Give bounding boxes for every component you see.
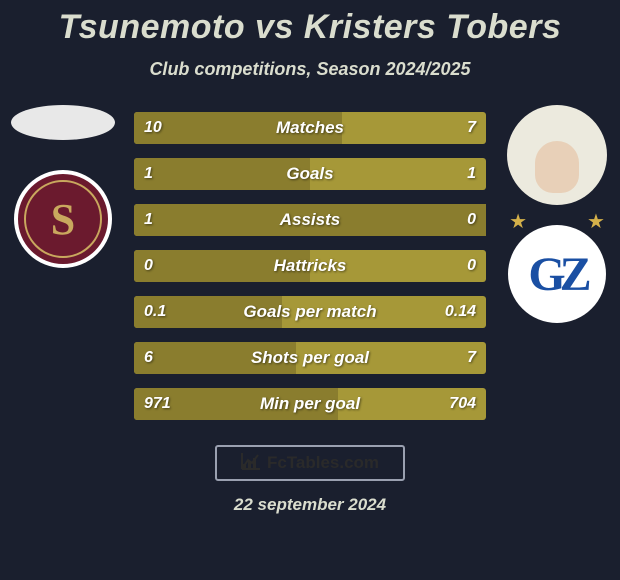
club-badge-right: ★ ★ GZ <box>508 225 606 323</box>
stat-row: 1Assists0 <box>134 204 486 236</box>
stat-bars: 10Matches71Goals11Assists00Hattricks00.1… <box>134 110 486 420</box>
badge-stars: ★ ★ <box>509 209 605 234</box>
player-head-icon <box>535 141 579 193</box>
stat-label: Assists <box>134 210 486 230</box>
stat-value-right: 0.14 <box>445 303 476 321</box>
stat-label: Goals per match <box>134 302 486 322</box>
footer-brand-text: FcTables.com <box>267 453 379 473</box>
stat-value-right: 7 <box>467 349 476 367</box>
stat-row: 6Shots per goal7 <box>134 342 486 374</box>
date-label: 22 september 2024 <box>0 495 620 515</box>
stat-label: Matches <box>134 118 486 138</box>
club-badge-left: S <box>14 170 112 268</box>
stat-label: Min per goal <box>134 394 486 414</box>
comparison-panel: S ★ ★ GZ 10Matches71Goals11Assists00Hatt… <box>0 110 620 420</box>
stat-value-right: 7 <box>467 119 476 137</box>
left-player-column: S <box>8 105 118 268</box>
badge-ring <box>24 180 102 258</box>
stat-row: 0Hattricks0 <box>134 250 486 282</box>
player-photo-right <box>507 105 607 205</box>
footer-brand-box: FcTables.com <box>215 445 405 481</box>
stat-row: 0.1Goals per match0.14 <box>134 296 486 328</box>
page-title: Tsunemoto vs Kristers Tobers <box>0 0 620 47</box>
club-initials-right: GZ <box>528 247 585 302</box>
stat-label: Goals <box>134 164 486 184</box>
right-player-column: ★ ★ GZ <box>502 105 612 323</box>
stat-value-right: 0 <box>467 211 476 229</box>
stat-value-right: 1 <box>467 165 476 183</box>
stat-row: 1Goals1 <box>134 158 486 190</box>
stat-row: 10Matches7 <box>134 112 486 144</box>
stat-value-right: 0 <box>467 257 476 275</box>
star-icon: ★ <box>587 209 605 234</box>
chart-icon <box>241 452 261 475</box>
subtitle: Club competitions, Season 2024/2025 <box>0 59 620 80</box>
star-icon: ★ <box>509 209 527 234</box>
player-photo-left <box>11 105 115 140</box>
stat-value-right: 704 <box>449 395 476 413</box>
stat-label: Shots per goal <box>134 348 486 368</box>
stat-label: Hattricks <box>134 256 486 276</box>
stat-row: 971Min per goal704 <box>134 388 486 420</box>
